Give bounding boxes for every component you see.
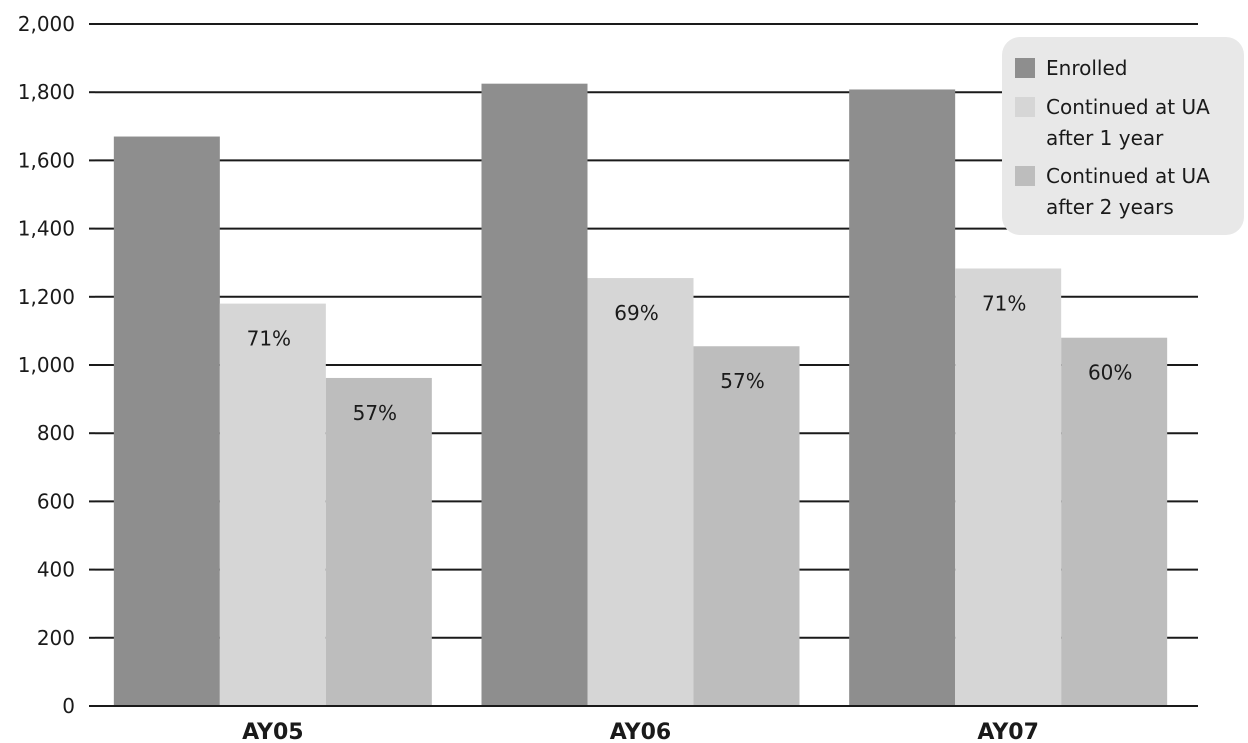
data-label: 57% xyxy=(720,369,764,393)
y-tick-label: 1,600 xyxy=(18,148,75,172)
bar-ay05-series-3 xyxy=(325,377,432,706)
y-axis-ticks: 0 200 400 600 800 1,000 1,200 1,400 1,600 1,800 2,… xyxy=(18,12,95,718)
legend-swatch xyxy=(1015,97,1035,117)
bar-ay06-series-3 xyxy=(693,346,800,706)
category-label: AY06 xyxy=(610,720,671,743)
data-label: 71% xyxy=(982,291,1026,315)
legend-swatch xyxy=(1015,166,1035,186)
legend-label: Enrolled xyxy=(1046,56,1127,80)
bars xyxy=(113,83,1168,707)
y-tick-label: 0 xyxy=(62,694,75,718)
y-tick-label: 2,000 xyxy=(18,12,75,36)
category-labels: AY05 AY06 AY07 xyxy=(242,720,1039,743)
y-tick-label: 1,200 xyxy=(18,285,75,309)
data-label: 60% xyxy=(1088,361,1132,385)
bar-ay07-series-2 xyxy=(955,268,1062,706)
bar-ay07-series-1 xyxy=(849,89,956,707)
bar-ay06-series-2 xyxy=(587,278,694,706)
data-label: 71% xyxy=(247,327,291,351)
bar-ay05-series-1 xyxy=(113,136,220,706)
data-labels: 71% 57% 69% 57% 71% 60% xyxy=(247,291,1133,424)
y-tick-label: 800 xyxy=(37,421,75,445)
data-label: 69% xyxy=(614,301,658,325)
y-tick-label: 200 xyxy=(37,626,75,650)
y-tick-label: 600 xyxy=(37,489,75,513)
category-label: AY07 xyxy=(977,720,1038,743)
data-label: 57% xyxy=(353,401,397,425)
y-tick-label: 1,000 xyxy=(18,353,75,377)
legend-label: Continued at UA after 2 years xyxy=(1046,164,1210,219)
legend-label: Continued at UA after 1 year xyxy=(1046,95,1210,150)
legend-swatch xyxy=(1015,58,1035,78)
bar-ay07-series-3 xyxy=(1061,337,1168,706)
bar-ay05-series-2 xyxy=(219,303,326,706)
legend-box xyxy=(1002,37,1244,235)
y-tick-label: 1,800 xyxy=(18,80,75,104)
y-tick-label: 400 xyxy=(37,558,75,582)
bar-ay06-series-1 xyxy=(481,83,588,707)
y-tick-label: 1,400 xyxy=(18,217,75,241)
legend: Enrolled Continued at UA after 1 year Conti… xyxy=(1002,37,1244,235)
category-label: AY05 xyxy=(242,720,303,743)
